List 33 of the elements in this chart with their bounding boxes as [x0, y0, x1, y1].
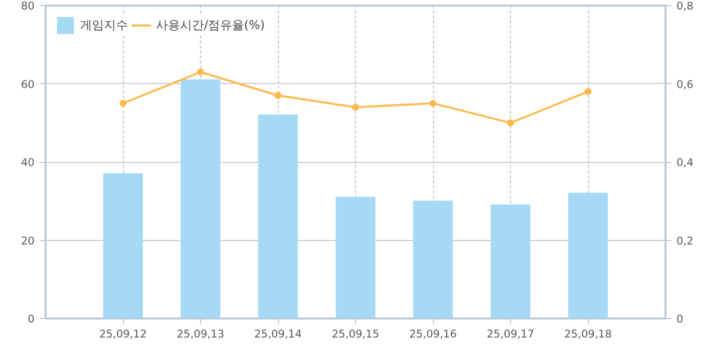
- x-tick-label: 25,09,18: [564, 328, 612, 340]
- y-tick-label: 0: [28, 312, 35, 326]
- y2-tick-label: 0,8: [676, 0, 694, 12]
- y-tick-label: 60: [20, 78, 35, 91]
- point: [120, 100, 126, 107]
- bar: [103, 173, 143, 318]
- bar: [413, 200, 453, 318]
- bar: [490, 204, 530, 318]
- x-tick-label: 25,09,17: [486, 328, 534, 340]
- bar: [336, 196, 376, 318]
- bar: [568, 192, 608, 318]
- x-tick-label: 25,09,16: [409, 328, 457, 340]
- y2-tick-label: 0: [676, 312, 684, 326]
- x-tick-label: 25,09,15: [332, 328, 380, 340]
- bar: [180, 79, 220, 318]
- point: [430, 100, 436, 107]
- y2-tick-label: 0,6: [676, 78, 694, 91]
- x-tick-label: 25,09,14: [254, 328, 302, 340]
- point: [352, 104, 359, 111]
- bar: [258, 114, 298, 318]
- point: [507, 119, 514, 126]
- legend-label: 사용시간/점유율(%): [156, 16, 265, 34]
- point: [274, 92, 282, 99]
- x-tick-label: 25,09,13: [176, 328, 224, 340]
- point: [197, 68, 204, 76]
- y-tick-label: 20: [20, 234, 35, 248]
- y2-tick-label: 0,2: [676, 234, 694, 248]
- y2-tick-label: 0,4: [676, 156, 694, 169]
- x-tick-label: 25,09,12: [99, 328, 147, 340]
- legend-label: 게임지수: [80, 16, 128, 34]
- point: [584, 88, 592, 96]
- y-tick-label: 40: [20, 156, 35, 169]
- y-tick-label: 80: [20, 0, 35, 12]
